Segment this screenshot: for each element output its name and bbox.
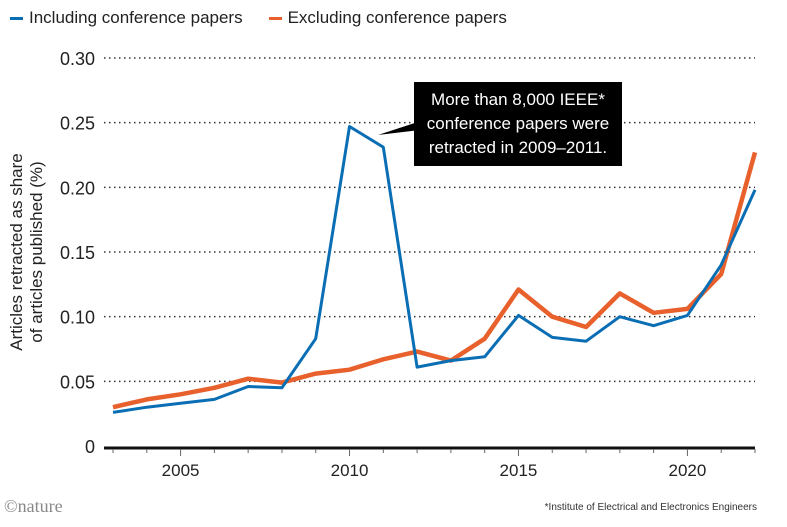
y-tick-label: 0.15 <box>60 243 95 263</box>
series-line-excluding <box>112 151 758 410</box>
y-axis-label: Articles retracted as share <box>7 153 26 350</box>
legend-item-including: Including conference papers <box>10 8 243 28</box>
nature-logo: ©nature <box>4 496 63 516</box>
legend-swatch <box>268 17 282 21</box>
y-tick-label: 0.10 <box>60 308 95 328</box>
y-axis-label: of articles published (%) <box>27 161 46 342</box>
x-tick-label: 2015 <box>500 461 538 480</box>
x-tick-label: 2020 <box>669 461 707 480</box>
legend-item-excluding: Excluding conference papers <box>268 8 507 28</box>
legend-label: Excluding conference papers <box>287 8 507 27</box>
legend: Including conference papers Excluding co… <box>10 8 507 28</box>
series-line-including <box>112 125 757 414</box>
y-tick-label: 0.25 <box>60 114 95 134</box>
x-tick-label: 2010 <box>331 461 369 480</box>
y-tick-label: 0.05 <box>60 372 95 392</box>
y-tick-label: 0.30 <box>60 49 95 69</box>
legend-swatch <box>10 17 23 21</box>
footnote: *Institute of Electrical and Electronics… <box>544 502 757 513</box>
legend-label: Including conference papers <box>29 8 243 27</box>
y-tick-label: 0.20 <box>60 178 95 198</box>
x-tick-label: 2005 <box>162 461 200 480</box>
y-tick-label: 0 <box>85 437 95 457</box>
annotation-callout: More than 8,000 IEEE* conference papers … <box>414 82 622 166</box>
